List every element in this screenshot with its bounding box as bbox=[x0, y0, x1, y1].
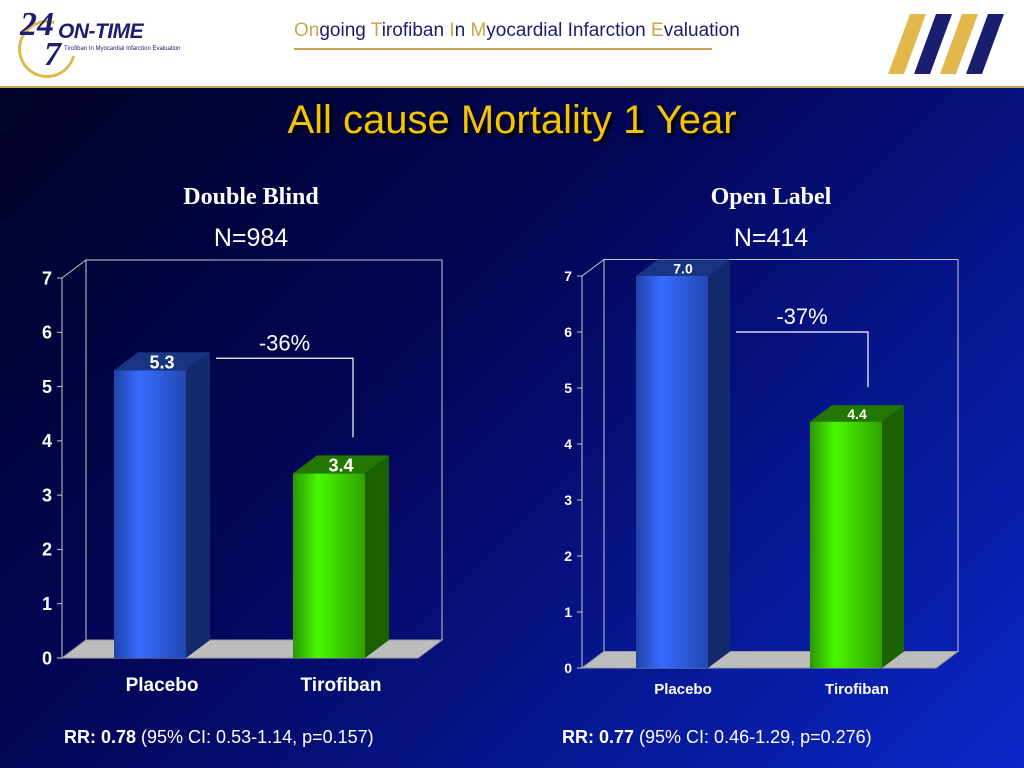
study-name-initial: E bbox=[651, 20, 664, 41]
bar-placebo bbox=[114, 370, 186, 658]
logo-brand: ON-TIME bbox=[58, 20, 144, 43]
data-label: 5.3 bbox=[149, 352, 174, 372]
chart-2-subtitle: N=414 bbox=[733, 224, 809, 252]
stripe-gold-2 bbox=[940, 14, 978, 74]
y-tick-label: 7 bbox=[564, 268, 572, 284]
reduction-annotation: -36% bbox=[259, 330, 310, 355]
bar-top-tirofiban bbox=[810, 405, 904, 422]
y-tick-label: 5 bbox=[564, 380, 572, 396]
chart-2-title: Open Label bbox=[710, 184, 832, 210]
study-name-underline bbox=[294, 48, 712, 50]
bar-side-tirofiban bbox=[365, 455, 389, 658]
chart-side-wall bbox=[61, 259, 87, 659]
study-name-initial: M bbox=[470, 20, 487, 41]
y-tick-label: 1 bbox=[42, 594, 52, 614]
reduction-annotation: -37% bbox=[776, 304, 827, 329]
category-label: Placebo bbox=[126, 675, 199, 696]
reduction-bracket bbox=[216, 357, 354, 438]
data-label: 7.0 bbox=[673, 260, 693, 276]
logo-subtitle: Tirofiban In Myocardial Infarction Evalu… bbox=[64, 46, 181, 52]
slide-title: All cause Mortality 1 Year bbox=[287, 98, 737, 142]
y-tick-label: 2 bbox=[42, 540, 52, 560]
y-tick-label: 3 bbox=[42, 485, 52, 505]
category-label: Placebo bbox=[654, 681, 712, 698]
study-name-word: going bbox=[319, 20, 371, 41]
study-name: Ongoing Tirofiban In Myocardial Infarcti… bbox=[294, 20, 740, 42]
data-label: 3.4 bbox=[328, 456, 353, 476]
category-label: Tirofiban bbox=[825, 681, 889, 698]
bar-tirofiban bbox=[293, 473, 365, 658]
bar-side-placebo bbox=[708, 259, 730, 668]
study-name-word: n bbox=[454, 20, 471, 41]
study-name-initial: I bbox=[449, 20, 455, 41]
reduction-bracket bbox=[736, 331, 869, 388]
slide-header: 24 7 ON-TIME Tirofiban In Myocardial Inf… bbox=[0, 0, 1024, 89]
chart-open-label: 0 1 2 3 4 5 6 7 7.0 Placebo 4.4 Tirofiban -37% bbox=[564, 258, 960, 698]
y-tick-label: 4 bbox=[42, 431, 52, 451]
bar-top-placebo bbox=[114, 352, 210, 371]
on-time-logo: 24 7 ON-TIME Tirofiban In Myocardial Inf… bbox=[7, 6, 181, 89]
logo-number-7: 7 bbox=[44, 36, 61, 73]
bar-top-placebo bbox=[636, 259, 730, 276]
chart-side-wall bbox=[581, 258, 605, 669]
y-tick-label: 7 bbox=[42, 268, 52, 288]
chart-1-title: Double Blind bbox=[183, 184, 319, 210]
y-tick-label: 6 bbox=[564, 324, 572, 340]
y-tick-label: 0 bbox=[42, 648, 52, 668]
y-tick-label: 1 bbox=[564, 604, 572, 620]
study-name-word: irofiban bbox=[381, 20, 450, 41]
bar-tirofiban bbox=[810, 421, 882, 668]
study-name-word: yocardial Infarction bbox=[486, 20, 652, 41]
rr-detail: (95% CI: 0.53-1.14, p=0.157) bbox=[136, 727, 374, 747]
data-label: 4.4 bbox=[847, 406, 867, 422]
rr-footnote-open-label: RR: 0.77 (95% CI: 0.46-1.29, p=0.276) bbox=[562, 727, 872, 748]
study-name-initial: On bbox=[294, 20, 320, 41]
rr-detail: (95% CI: 0.46-1.29, p=0.276) bbox=[634, 727, 872, 747]
rr-footnote-double-blind: RR: 0.78 (95% CI: 0.53-1.14, p=0.157) bbox=[64, 727, 374, 748]
study-name-word: valuation bbox=[663, 20, 740, 41]
logo-number-24: 24 bbox=[20, 6, 54, 43]
y-tick-label: 4 bbox=[564, 436, 572, 452]
study-name-initial: T bbox=[370, 20, 382, 41]
stripe-navy-1 bbox=[914, 14, 952, 74]
chart-double-blind: 0 1 2 3 4 5 6 7 5.3 Placebo 3.4 Tirofiban -36% bbox=[42, 259, 444, 696]
bar-side-tirofiban bbox=[882, 405, 904, 668]
y-tick-label: 5 bbox=[42, 377, 52, 397]
stripes-logo-icon bbox=[888, 14, 1004, 74]
chart-1-subtitle: N=984 bbox=[213, 224, 289, 252]
bar-placebo bbox=[636, 276, 708, 668]
y-tick-label: 3 bbox=[564, 492, 572, 508]
stripe-gold-1 bbox=[888, 14, 926, 74]
y-tick-label: 6 bbox=[42, 323, 52, 343]
rr-label: RR: 0.77 bbox=[562, 727, 635, 747]
stripe-navy-2 bbox=[966, 14, 1004, 74]
y-tick-label: 0 bbox=[564, 660, 572, 676]
bar-top-tirofiban bbox=[293, 455, 389, 474]
rr-label: RR: 0.78 bbox=[64, 727, 137, 747]
y-tick-label: 2 bbox=[564, 548, 572, 564]
category-label: Tirofiban bbox=[301, 675, 382, 696]
bar-side-placebo bbox=[186, 352, 210, 658]
